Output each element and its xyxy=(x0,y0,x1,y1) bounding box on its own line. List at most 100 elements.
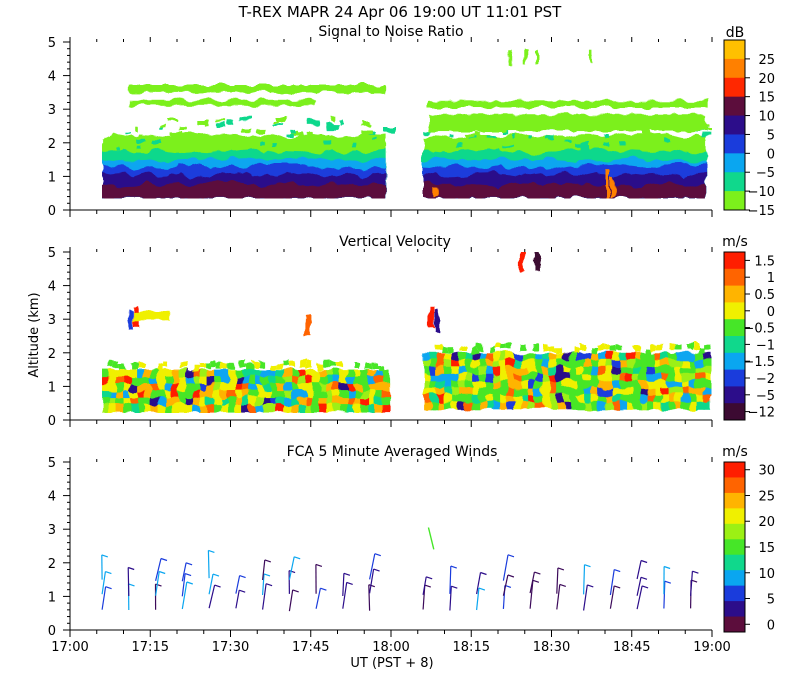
snr-y-tick-label: 2 xyxy=(48,137,56,152)
snr-speckle xyxy=(542,136,549,139)
velocity-cell xyxy=(654,366,663,375)
velocity-cell xyxy=(472,394,481,403)
velocity-cell xyxy=(584,373,593,382)
velocity-fringe xyxy=(675,343,682,350)
snr-speckle xyxy=(474,131,482,137)
velocity-cell xyxy=(479,401,488,410)
winds-units: m/s xyxy=(722,444,748,460)
velocity-cell xyxy=(102,383,111,392)
wind-barb xyxy=(449,566,452,594)
velocity-fringe xyxy=(138,362,145,369)
velocity-cell xyxy=(689,366,698,375)
snr-speckle xyxy=(564,140,572,144)
wind-barb xyxy=(342,582,348,609)
wind-barb xyxy=(636,577,642,596)
velocity-cell xyxy=(214,383,223,392)
snr-speckle xyxy=(227,119,236,126)
snr-speckle xyxy=(619,141,626,146)
velocity-feature xyxy=(433,309,439,332)
snr-speckle xyxy=(204,123,209,127)
velocity-cell xyxy=(507,366,516,375)
velocity-cell xyxy=(647,359,656,368)
wind-barb xyxy=(101,586,107,610)
velocity-cell xyxy=(521,359,530,368)
velocity-cell xyxy=(368,397,377,406)
colorbar-swatch xyxy=(724,523,745,540)
velocity-cell xyxy=(305,404,314,413)
snr-speckle xyxy=(285,133,293,137)
velocity-cell xyxy=(654,394,663,403)
velocity-cell xyxy=(423,387,432,396)
velocity-fringe xyxy=(549,344,556,351)
velocity-cell xyxy=(486,401,495,410)
velocity-cell xyxy=(556,401,565,410)
velocity-cell xyxy=(291,404,300,413)
x-tick-label: 18:45 xyxy=(613,640,650,655)
wind-barb-flag xyxy=(692,570,699,574)
velocity-cell xyxy=(423,394,432,403)
velocity-cell xyxy=(333,369,342,378)
velocity-cell xyxy=(298,376,307,385)
wind-barb-flag xyxy=(373,568,380,572)
velocity-cell xyxy=(375,397,384,406)
velocity-cell xyxy=(472,401,481,410)
velocity-cell xyxy=(682,373,691,382)
colorbar-swatch xyxy=(724,40,745,60)
velocity-cell xyxy=(535,359,544,368)
velocity-cell xyxy=(465,394,474,403)
velocity-feature xyxy=(519,252,525,271)
velocity-cell xyxy=(682,380,691,389)
velocity-cell xyxy=(486,352,495,361)
snr-speckle xyxy=(136,139,145,143)
wind-barb xyxy=(636,585,643,610)
velocity-cell xyxy=(598,401,607,410)
velocity-cell xyxy=(347,397,356,406)
velocity-cell xyxy=(291,390,300,399)
velocity-cell xyxy=(472,366,481,375)
velocity-cell xyxy=(270,383,279,392)
velocity-fringe xyxy=(447,346,454,353)
velocity-cell xyxy=(689,380,698,389)
velocity-cell xyxy=(507,373,516,382)
velocity-cell xyxy=(340,397,349,406)
snr-y-tick-label: 3 xyxy=(48,103,56,118)
snr-speckle xyxy=(136,144,141,148)
velocity-fringe xyxy=(573,347,580,354)
velocity-cell xyxy=(249,376,258,385)
velocity-fringe xyxy=(132,363,139,370)
snr-cloud-band xyxy=(128,99,317,106)
velocity-cell xyxy=(200,376,209,385)
velocity-cell xyxy=(472,373,481,382)
velocity-cell xyxy=(284,383,293,392)
velocity-fringe xyxy=(687,344,694,351)
velocity-cell xyxy=(465,359,474,368)
velocity-cell xyxy=(570,387,579,396)
velocity-cell xyxy=(340,383,349,392)
snr-speckle xyxy=(641,135,649,138)
velocity-cell xyxy=(647,352,656,361)
velocity-cell xyxy=(326,390,335,399)
velocity-cell xyxy=(486,387,495,396)
velocity-cell xyxy=(577,359,586,368)
velocity-cell xyxy=(612,380,621,389)
snr-layer xyxy=(102,181,386,199)
velocity-cell xyxy=(563,380,572,389)
colorbar-tick-label: 30 xyxy=(758,464,775,479)
velocity-cell xyxy=(675,366,684,375)
velocity-fringe xyxy=(591,346,598,353)
snr-speckle xyxy=(318,133,329,139)
wind-barb xyxy=(155,571,160,596)
snr-speckle xyxy=(702,132,710,138)
velocity-cell xyxy=(123,383,132,392)
snr-speckle xyxy=(296,133,303,136)
velocity-feature xyxy=(128,309,134,332)
colorbar-swatch xyxy=(724,77,745,98)
wind-barb-flag xyxy=(263,573,271,577)
velocity-cell xyxy=(179,404,188,413)
velocity-cell xyxy=(158,369,167,378)
snr-strong-echo xyxy=(610,176,615,197)
velocity-cell xyxy=(703,373,712,382)
vv-y-tick-label: 2 xyxy=(48,347,56,362)
wind-barb-flag xyxy=(641,585,649,589)
velocity-cell xyxy=(382,404,391,413)
